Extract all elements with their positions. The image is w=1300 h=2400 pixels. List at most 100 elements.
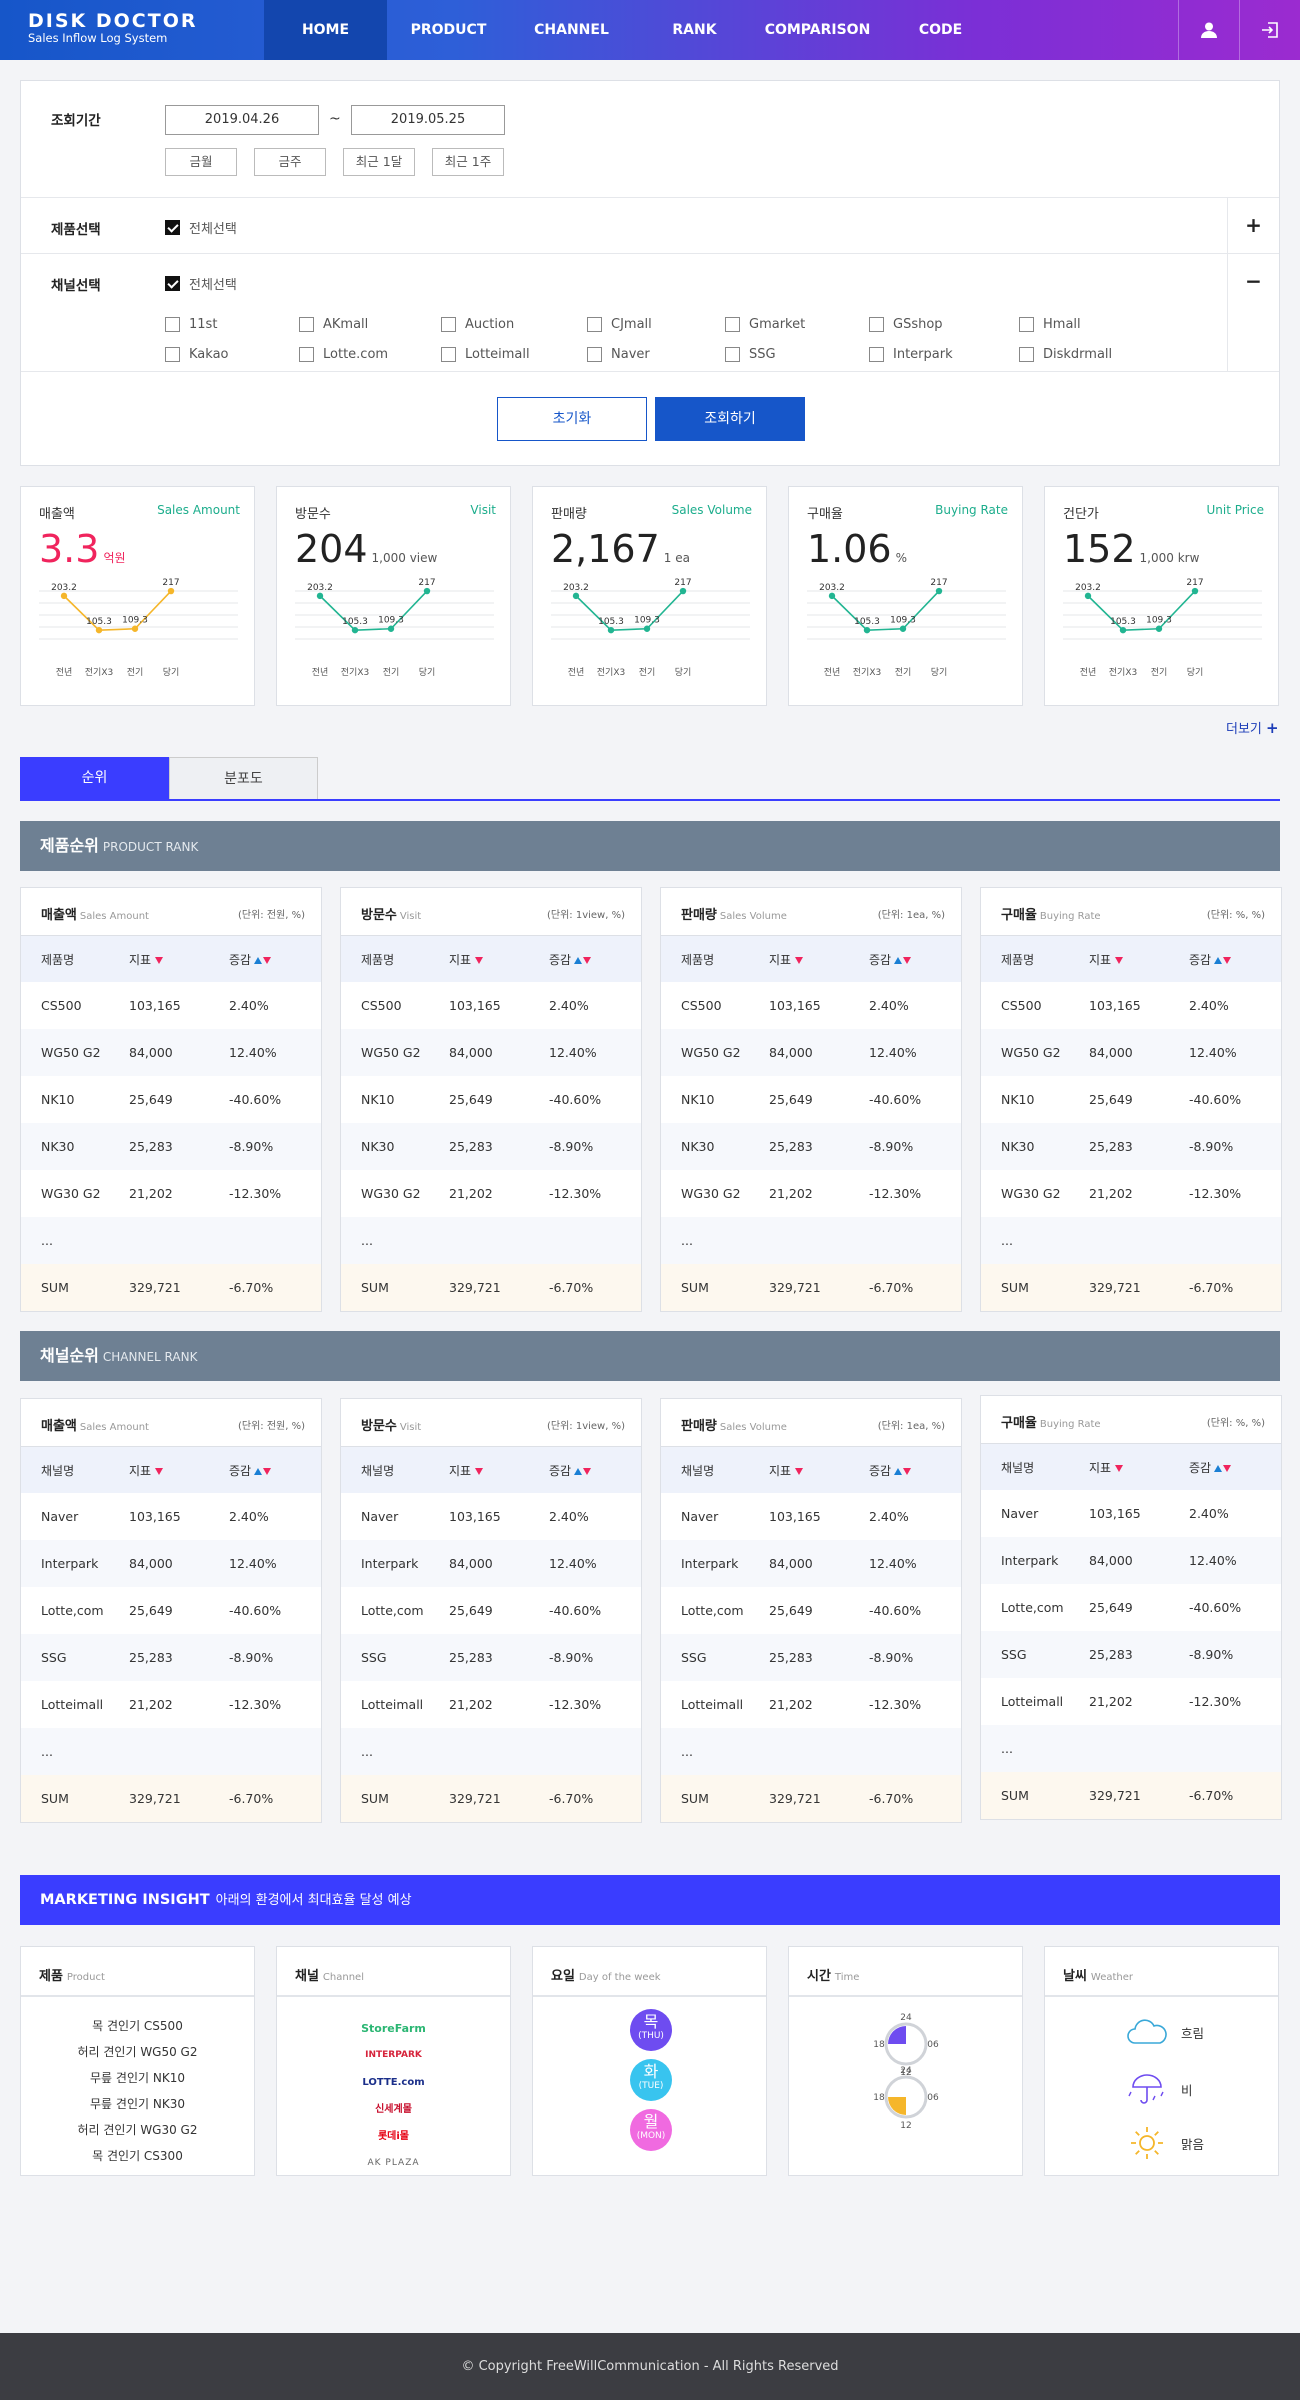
cell-metric: 103,165 xyxy=(129,998,181,1013)
quick-last-week-button[interactable]: 최근 1주 xyxy=(432,148,504,176)
nav-channel[interactable]: CHANNEL xyxy=(534,22,609,38)
column-change[interactable]: 증감 xyxy=(549,1462,639,1479)
logo[interactable]: DISK DOCTOR Sales Inflow Log System xyxy=(28,11,197,45)
sort-desc-icon[interactable] xyxy=(1115,956,1124,964)
channel-checkbox[interactable] xyxy=(165,347,180,362)
channel-checkbox-item[interactable]: Kakao xyxy=(165,344,228,363)
column-metric[interactable]: 지표 xyxy=(129,1462,229,1479)
sort-desc-icon[interactable] xyxy=(263,956,272,964)
product-select-all[interactable]: 전체선택 xyxy=(165,217,237,237)
column-change[interactable]: 증감 xyxy=(869,1462,959,1479)
nav-product[interactable]: PRODUCT xyxy=(410,22,487,38)
chart-point xyxy=(643,625,651,632)
tab-distribution[interactable]: 분포도 xyxy=(169,757,318,799)
channel-collapse-button[interactable]: − xyxy=(1227,254,1279,371)
sort-desc-icon[interactable] xyxy=(903,956,912,964)
quick-last-month-button[interactable]: 최근 1달 xyxy=(343,148,415,176)
column-metric[interactable]: 지표 xyxy=(449,1462,549,1479)
sort-asc-icon[interactable] xyxy=(1214,1464,1223,1472)
product-select-all-checkbox[interactable] xyxy=(165,220,180,235)
channel-checkbox-item[interactable]: Gmarket xyxy=(725,314,805,333)
cell-name: ... xyxy=(681,1744,693,1759)
more-link[interactable]: 더보기 + xyxy=(1226,718,1279,737)
column-change[interactable]: 증감 xyxy=(1189,951,1279,968)
column-change[interactable]: 증감 xyxy=(229,1462,319,1479)
channel-checkbox[interactable] xyxy=(725,317,740,332)
channel-checkbox[interactable] xyxy=(587,347,602,362)
channel-checkbox-item[interactable]: GSshop xyxy=(869,314,943,333)
column-metric[interactable]: 지표 xyxy=(449,951,549,968)
channel-checkbox-item[interactable]: Naver xyxy=(587,344,650,363)
quick-this-month-button[interactable]: 금월 xyxy=(165,148,237,176)
nav-comparison[interactable]: COMPARISON xyxy=(764,22,871,38)
sort-asc-icon[interactable] xyxy=(1214,956,1223,964)
channel-checkbox[interactable] xyxy=(725,347,740,362)
user-button[interactable] xyxy=(1178,0,1238,60)
column-change[interactable]: 증감 xyxy=(1189,1459,1279,1476)
column-change[interactable]: 증감 xyxy=(869,951,959,968)
channel-checkbox-item[interactable]: Lotte.com xyxy=(299,344,388,363)
channel-checkbox-item[interactable]: CJmall xyxy=(587,314,652,333)
nav-rank[interactable]: RANK xyxy=(672,22,717,38)
channel-checkbox-item[interactable]: Interpark xyxy=(869,344,953,363)
logout-button[interactable] xyxy=(1239,0,1299,60)
column-metric[interactable]: 지표 xyxy=(769,951,869,968)
sort-desc-icon[interactable] xyxy=(475,956,484,964)
channel-checkbox[interactable] xyxy=(441,317,456,332)
sort-asc-icon[interactable] xyxy=(574,1467,583,1475)
column-change[interactable]: 증감 xyxy=(549,951,639,968)
channel-checkbox-item[interactable]: Auction xyxy=(441,314,514,333)
sort-asc-icon[interactable] xyxy=(254,956,263,964)
channel-checkbox[interactable] xyxy=(299,317,314,332)
nav-code[interactable]: CODE xyxy=(918,22,963,38)
column-metric[interactable]: 지표 xyxy=(1089,951,1189,968)
channel-checkbox-item[interactable]: Diskdrmall xyxy=(1019,344,1112,363)
reset-button[interactable]: 초기화 xyxy=(497,397,647,441)
sort-desc-icon[interactable] xyxy=(795,956,804,964)
cell-metric: 25,649 xyxy=(1089,1600,1133,1615)
channel-checkbox-item[interactable]: AKmall xyxy=(299,314,368,333)
date-from-input[interactable]: 2019.04.26 xyxy=(165,105,319,135)
sort-asc-icon[interactable] xyxy=(894,956,903,964)
search-button[interactable]: 조회하기 xyxy=(655,397,805,441)
sort-desc-icon[interactable] xyxy=(475,1467,484,1475)
product-expand-button[interactable]: + xyxy=(1227,198,1279,253)
sort-asc-icon[interactable] xyxy=(894,1467,903,1475)
sort-desc-icon[interactable] xyxy=(263,1467,272,1475)
column-metric[interactable]: 지표 xyxy=(769,1462,869,1479)
channel-checkbox-item[interactable]: Lotteimall xyxy=(441,344,530,363)
sort-desc-icon[interactable] xyxy=(155,1467,164,1475)
channel-checkbox-item[interactable]: 11st xyxy=(165,314,217,333)
sort-asc-icon[interactable] xyxy=(254,1467,263,1475)
channel-select-all[interactable]: 전체선택 xyxy=(165,273,237,293)
quick-this-week-button[interactable]: 금주 xyxy=(254,148,326,176)
channel-checkbox[interactable] xyxy=(869,317,884,332)
sort-desc-icon[interactable] xyxy=(903,1467,912,1475)
channel-checkbox[interactable] xyxy=(441,347,456,362)
sort-desc-icon[interactable] xyxy=(583,1467,592,1475)
sort-desc-icon[interactable] xyxy=(795,1467,804,1475)
channel-select-all-checkbox[interactable] xyxy=(165,276,180,291)
sort-desc-icon[interactable] xyxy=(1223,956,1232,964)
sort-desc-icon[interactable] xyxy=(1223,1464,1232,1472)
sort-desc-icon[interactable] xyxy=(583,956,592,964)
channel-checkbox-item[interactable]: Hmall xyxy=(1019,314,1081,333)
tab-rank[interactable]: 순위 xyxy=(20,757,169,799)
channel-checkbox-item[interactable]: SSG xyxy=(725,344,776,363)
channel-checkbox[interactable] xyxy=(1019,347,1034,362)
channel-checkbox[interactable] xyxy=(869,347,884,362)
channel-checkbox[interactable] xyxy=(1019,317,1034,332)
date-to-input[interactable]: 2019.05.25 xyxy=(351,105,505,135)
column-metric[interactable]: 지표 xyxy=(129,951,229,968)
column-metric[interactable]: 지표 xyxy=(1089,1459,1189,1476)
channel-checkbox[interactable] xyxy=(299,347,314,362)
sort-desc-icon[interactable] xyxy=(1115,1464,1124,1472)
channel-checkbox[interactable] xyxy=(165,317,180,332)
channel-checkbox[interactable] xyxy=(587,317,602,332)
nav-home[interactable]: HOME xyxy=(264,0,387,60)
sort-asc-icon[interactable] xyxy=(574,956,583,964)
cell-name: Lotte,com xyxy=(1001,1600,1064,1615)
column-change[interactable]: 증감 xyxy=(229,951,319,968)
sort-desc-icon[interactable] xyxy=(155,956,164,964)
cell-change: 2.40% xyxy=(549,998,589,1013)
